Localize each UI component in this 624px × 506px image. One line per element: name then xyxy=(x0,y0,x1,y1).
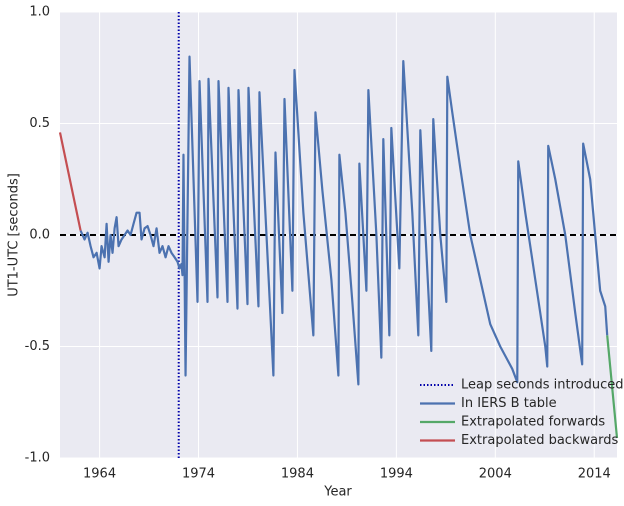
legend-label: Extrapolated forwards xyxy=(461,415,605,430)
x-tick-label: 1964 xyxy=(83,467,116,482)
y-tick-label: -0.5 xyxy=(25,339,50,354)
x-tick-label: 1984 xyxy=(281,467,314,482)
x-tick-label: 1994 xyxy=(380,467,413,482)
x-tick-label: 2004 xyxy=(479,467,512,482)
legend-label: Leap seconds introduced xyxy=(461,378,623,393)
y-tick-label: 0.0 xyxy=(29,228,50,243)
x-axis-label: Year xyxy=(323,485,352,500)
y-axis-label: UT1-UTC [seconds] xyxy=(7,173,22,297)
x-tick-label: 1974 xyxy=(182,467,215,482)
y-tick-label: 1.0 xyxy=(29,5,50,20)
x-tick-label: 2014 xyxy=(578,467,611,482)
series-line xyxy=(79,55,609,386)
legend-label: In IERS B table xyxy=(461,396,557,411)
series-line xyxy=(606,335,619,439)
y-tick-label: 0.5 xyxy=(29,116,50,131)
legend-label: Extrapolated backwards xyxy=(461,433,618,448)
series-line xyxy=(58,132,82,231)
y-tick-label: -1.0 xyxy=(25,451,50,466)
